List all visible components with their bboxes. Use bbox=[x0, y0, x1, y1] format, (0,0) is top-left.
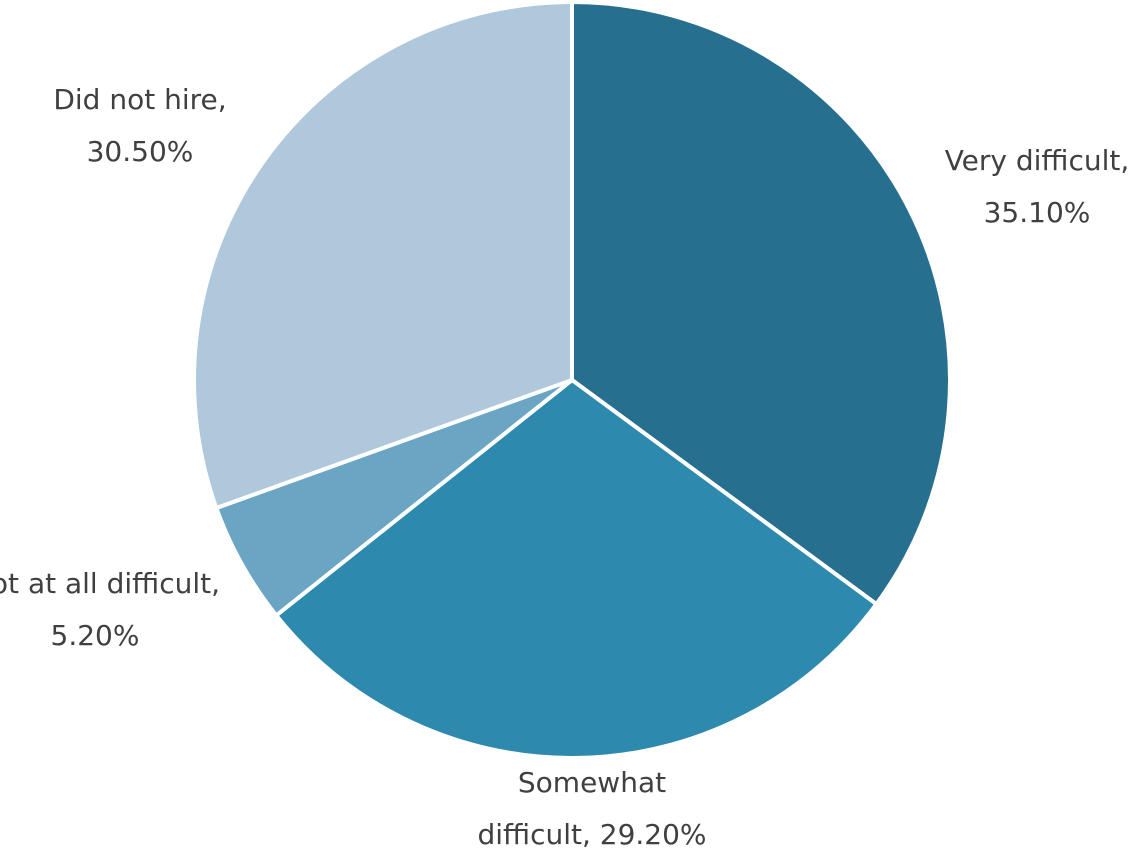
slice-label-line: Did not hire, bbox=[53, 83, 226, 116]
slice-label-line: Not at all difficult, bbox=[0, 567, 220, 600]
pie-slices bbox=[192, 0, 953, 760]
slice-label-1: Somewhat difficult, 29.20% bbox=[477, 766, 706, 850]
slice-label-line: 5.20% bbox=[51, 619, 140, 652]
slice-label-line: 35.10% bbox=[984, 196, 1091, 229]
pie-slice-3 bbox=[192, 0, 574, 511]
slice-label-line: Somewhat bbox=[518, 766, 666, 799]
slice-label-2: Not at all difficult, 5.20% bbox=[0, 567, 220, 652]
slice-label-0: Very difficult, 35.10% bbox=[945, 144, 1130, 229]
pie-slice-1 bbox=[274, 378, 879, 760]
slice-label-line: 30.50% bbox=[87, 135, 194, 168]
slice-label-3: Did not hire, 30.50% bbox=[53, 83, 226, 168]
slice-label-line: difficult, 29.20% bbox=[477, 818, 706, 850]
pie-labels: Very difficult, 35.10% Somewhat difficult, … bbox=[0, 83, 1129, 850]
pie-slice-0 bbox=[570, 0, 953, 607]
slice-label-line: Very difficult, bbox=[945, 144, 1130, 177]
